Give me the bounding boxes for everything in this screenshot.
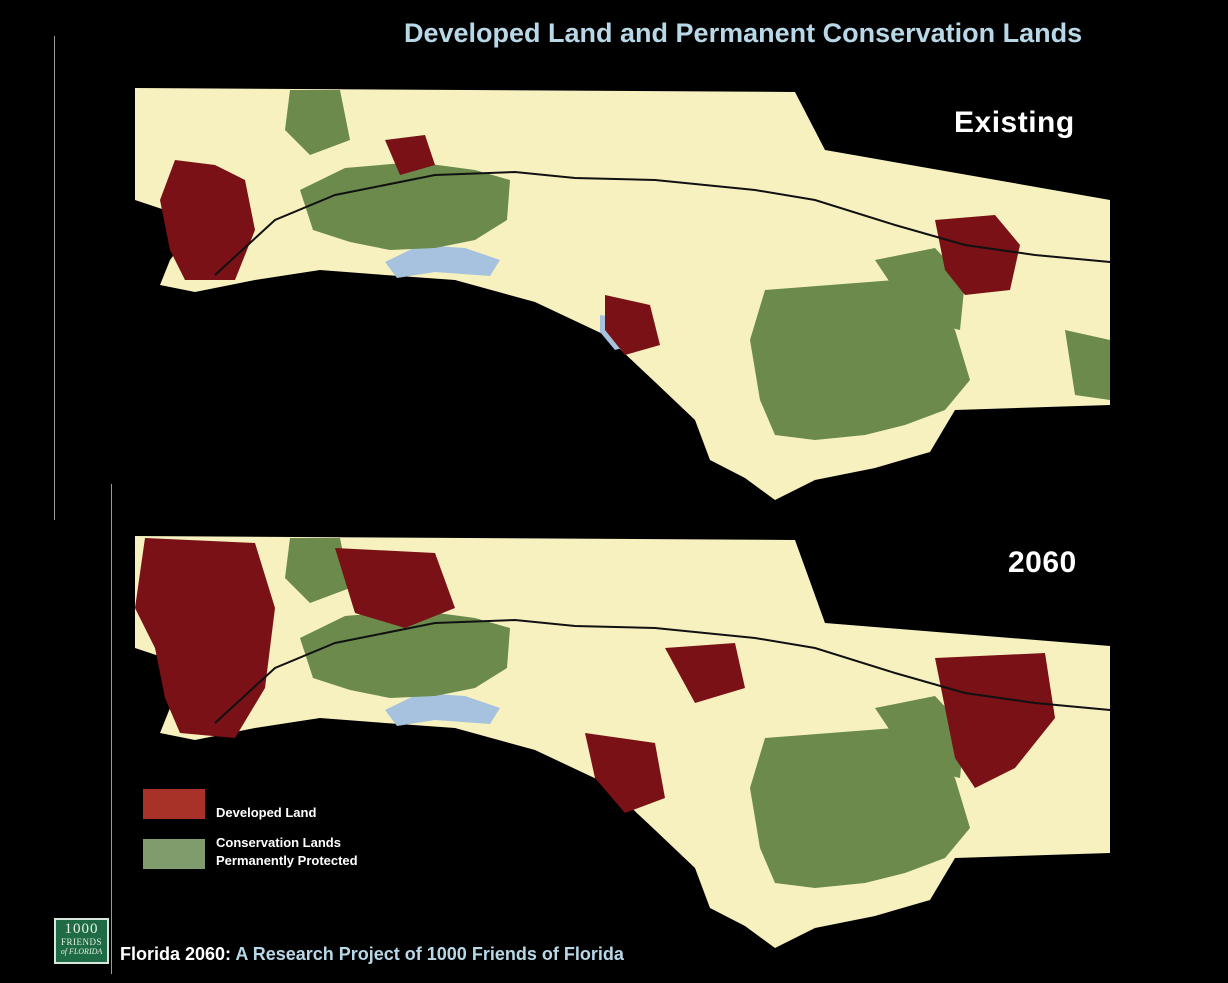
conservation-area: [875, 248, 965, 330]
legend-conservation-line1: Conservation Lands: [216, 835, 341, 850]
developed-area: [585, 733, 665, 813]
footer-lead: Florida 2060:: [120, 944, 232, 964]
developed-area: [135, 538, 275, 738]
land-area: [135, 88, 1110, 500]
conservation-area: [875, 696, 965, 778]
highway: [214, 618, 1111, 724]
water-bay: [385, 693, 500, 726]
existing-map-content: [135, 88, 1111, 500]
conservation-area: [285, 538, 350, 603]
logo-line1: 1000: [64, 921, 99, 937]
conservation-area: [300, 162, 510, 250]
footer-sub: A Research Project of 1000 Friends of Fl…: [231, 944, 624, 964]
developed-area: [605, 295, 660, 355]
friends-of-florida-logo: 1000 FRIENDS of FLORIDA: [54, 918, 109, 964]
developed-area: [160, 160, 255, 280]
developed-area: [935, 653, 1055, 788]
legend-conservation-line2: Permanently Protected: [216, 853, 358, 868]
future-map-content: [135, 536, 1111, 948]
conservation-area: [285, 90, 350, 155]
highway: [214, 170, 1111, 276]
legend-conservation-swatch: [143, 839, 205, 869]
developed-area: [935, 215, 1020, 295]
developed-area: [665, 643, 745, 703]
legend-conservation-label: Conservation Lands Permanently Protected: [216, 834, 358, 870]
logo-line3: of FLORIDA: [60, 947, 103, 956]
existing-map-label: Existing: [954, 106, 1075, 139]
future-map: [135, 536, 1111, 948]
footer-credit: Florida 2060: A Research Project of 1000…: [120, 944, 624, 965]
existing-map: [135, 88, 1111, 500]
logo-line2: FRIENDS: [60, 937, 102, 947]
water-bay: [385, 245, 500, 278]
left-divider-line: [54, 36, 55, 520]
legend-developed-label: Developed Land: [216, 805, 317, 820]
left-divider-line-lower: [111, 484, 112, 974]
legend-developed-swatch: [143, 789, 205, 819]
conservation-area: [300, 610, 510, 698]
developed-area: [385, 135, 435, 175]
developed-area: [335, 548, 455, 628]
page-title: Developed Land and Permanent Conservatio…: [404, 18, 1083, 48]
conservation-area: [1065, 330, 1110, 400]
future-map-label: 2060: [1008, 546, 1077, 579]
